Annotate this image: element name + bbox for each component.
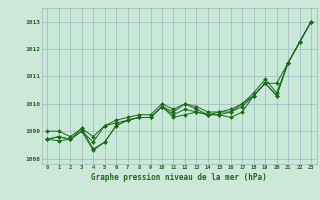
X-axis label: Graphe pression niveau de la mer (hPa): Graphe pression niveau de la mer (hPa): [91, 173, 267, 182]
